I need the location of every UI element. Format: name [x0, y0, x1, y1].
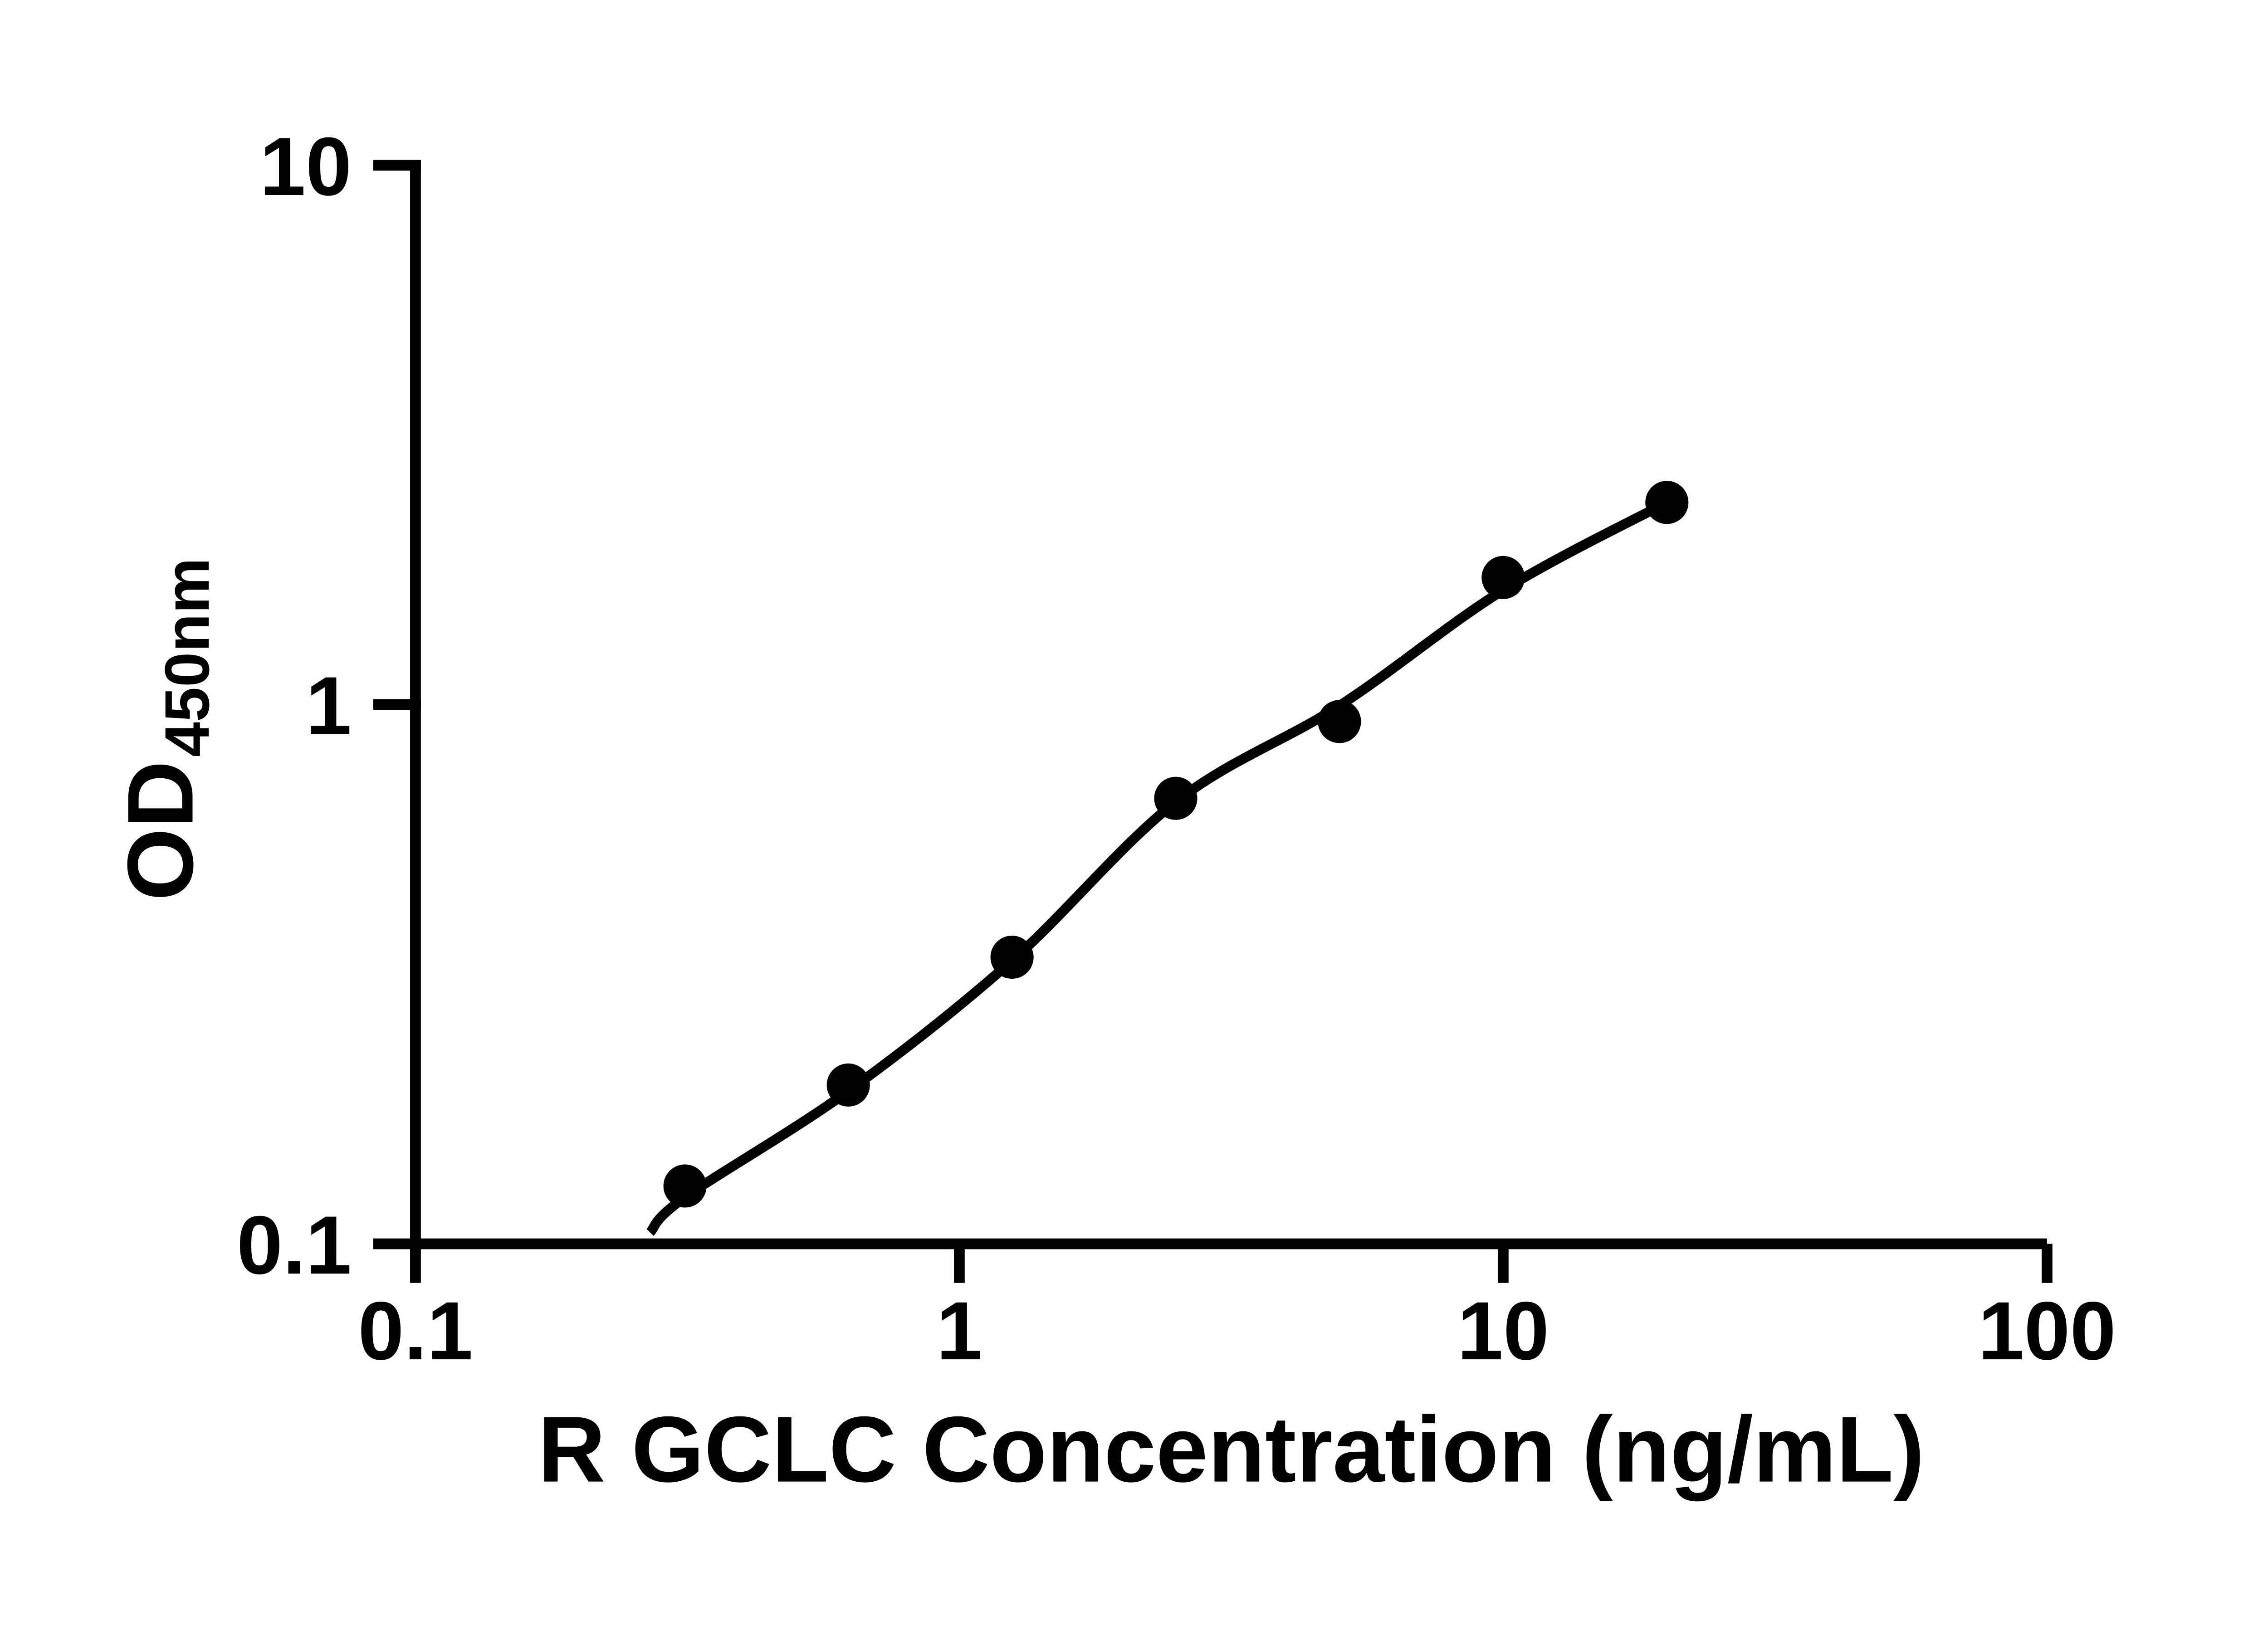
x-tick-label: 1: [936, 1284, 982, 1377]
x-axis-title: R GCLC Concentration (ng/mL): [538, 1397, 1925, 1502]
y-axis-title-subscript: 450nm: [152, 558, 222, 757]
data-point: [664, 1164, 707, 1207]
data-point: [1481, 556, 1525, 599]
y-tick-label: 1: [306, 659, 352, 752]
data-point: [1154, 777, 1197, 820]
y-axis-title-main: OD: [108, 761, 212, 901]
x-tick-label: 0.1: [358, 1284, 473, 1377]
data-point: [1645, 481, 1688, 524]
y-tick-label: 0.1: [237, 1199, 352, 1291]
data-point: [1318, 700, 1361, 743]
data-point: [991, 936, 1034, 979]
elisa-standard-curve-figure: 0.1 1 10 0.1 1 10 100 R GCLC Concentration (ng/…: [18, 7, 2268, 1640]
y-tick-label: 10: [259, 120, 352, 213]
data-point: [827, 1064, 870, 1107]
elisa-standard-curve-chart: 0.1 1 10 0.1 1 10 100 R GCLC Concentration (ng/…: [18, 7, 2268, 1640]
x-tick-label: 10: [1457, 1284, 1549, 1377]
x-tick-label: 100: [1978, 1284, 2116, 1377]
